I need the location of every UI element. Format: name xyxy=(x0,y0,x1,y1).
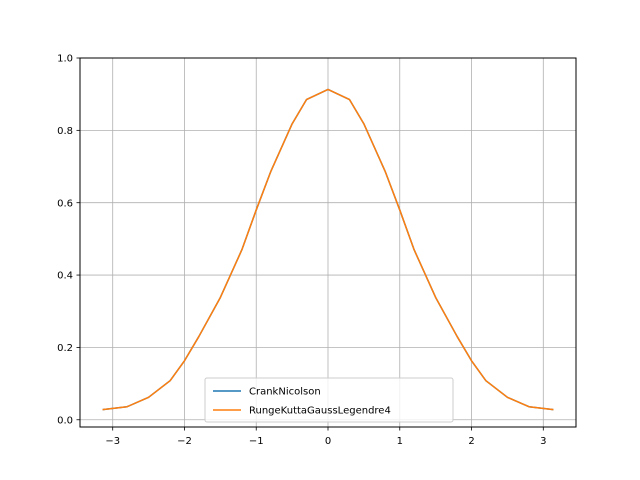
legend-label: CrankNicolson xyxy=(249,387,321,398)
legend-label: RungeKuttaGaussLegendre4 xyxy=(249,406,391,417)
y-axis: 0.0 0.2 0.4 0.6 0.8 1.0 xyxy=(57,54,80,426)
y-tick-label: 0.4 xyxy=(57,271,73,282)
x-axis: −3 −2 −1 0 1 2 3 xyxy=(105,427,546,447)
y-tick-label: 0.2 xyxy=(57,343,73,354)
series-lines xyxy=(102,88,554,411)
x-tick-label: −3 xyxy=(105,436,120,447)
y-tick-label: 0.6 xyxy=(57,198,73,209)
x-tick-label: 0 xyxy=(325,436,331,447)
y-tick-label: 0.0 xyxy=(57,415,73,426)
x-tick-label: −2 xyxy=(177,436,192,447)
legend-box xyxy=(204,377,454,423)
grid xyxy=(80,57,576,427)
x-tick-label: −1 xyxy=(249,436,264,447)
y-tick-label: 1.0 xyxy=(57,54,73,65)
x-tick-label: 3 xyxy=(540,436,546,447)
x-tick-label: 2 xyxy=(468,436,474,447)
y-tick-label: 0.8 xyxy=(57,126,73,137)
series-line-1 xyxy=(102,88,554,411)
legend: CrankNicolson RungeKuttaGaussLegendre4 xyxy=(204,377,454,423)
x-tick-label: 1 xyxy=(397,436,403,447)
